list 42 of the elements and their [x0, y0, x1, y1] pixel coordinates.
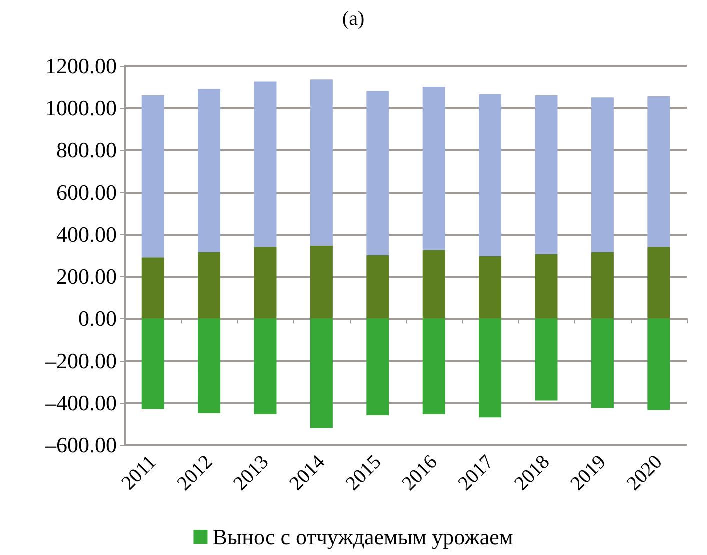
bar	[254, 318, 277, 414]
bar	[422, 250, 446, 319]
y-tick-label: 1200.00	[46, 54, 117, 78]
bar	[198, 89, 221, 252]
bar	[648, 247, 670, 319]
bar	[648, 318, 670, 410]
bar	[422, 318, 446, 414]
bar	[310, 80, 333, 246]
bar	[648, 96, 670, 248]
y-tick-label: 400.00	[56, 222, 117, 247]
bar	[535, 95, 558, 254]
bar	[479, 318, 502, 418]
y-tick-label: 200.00	[56, 264, 117, 290]
bar	[198, 252, 221, 319]
y-tick-label: –400.00	[44, 390, 117, 416]
bar	[142, 95, 164, 258]
bar	[535, 254, 558, 319]
y-tick-label: 1000.00	[46, 96, 117, 121]
y-tick-label: 800.00	[56, 138, 117, 163]
bar	[422, 87, 446, 250]
chart-title: (a)	[342, 8, 365, 30]
bar	[366, 318, 390, 416]
bar	[310, 246, 333, 319]
bar	[479, 256, 502, 319]
bar	[142, 318, 164, 410]
bar	[591, 252, 614, 319]
bar	[479, 94, 502, 257]
bar	[254, 82, 277, 248]
y-tick-label: –200.00	[44, 348, 117, 374]
y-tick-label: 600.00	[56, 180, 117, 205]
y-tick-label: –600.00	[44, 432, 117, 458]
bar	[198, 318, 221, 414]
bar	[254, 247, 277, 319]
bar	[310, 318, 333, 428]
bar	[535, 318, 558, 401]
bar	[591, 98, 614, 252]
bar	[366, 91, 390, 256]
legend-label: Вынос с отчуждаемым урожаем	[212, 524, 514, 550]
y-tick-label: 0.00	[78, 306, 117, 332]
bar	[142, 258, 164, 319]
bar	[366, 256, 390, 319]
bar	[591, 318, 614, 408]
